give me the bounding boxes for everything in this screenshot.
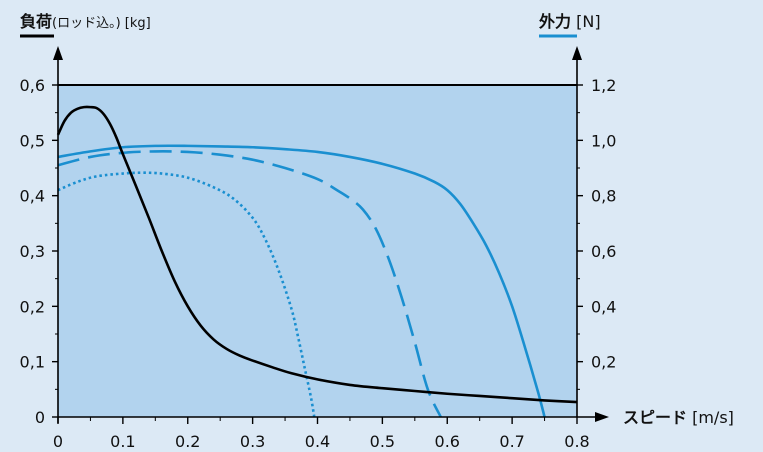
x-tick-label: 0 xyxy=(53,432,63,451)
right-axis-arrow xyxy=(572,46,582,60)
left-axis-title-rest: (ロッド込。) [kg] xyxy=(52,16,151,31)
series-dotted-blue-line xyxy=(57,171,316,418)
x-axis-arrow xyxy=(595,412,609,422)
x-tick-label: 0.5 xyxy=(370,432,395,451)
left-y-tick-label: 0 xyxy=(35,408,45,427)
x-tick-label: 0.8 xyxy=(564,432,589,451)
right-axis-title-bold: 外力 xyxy=(538,12,571,31)
x-tick-label: 0.2 xyxy=(175,432,200,451)
series-solid-blue-line xyxy=(57,144,546,418)
x-tick-label: 0.4 xyxy=(305,432,330,451)
right-y-tick-label: 1,0 xyxy=(591,131,616,150)
left-y-tick-label: 0,2 xyxy=(20,297,45,316)
left-axis-arrow xyxy=(53,46,63,60)
series-solid-black-line xyxy=(56,105,578,404)
tick-labels: 0 0.1 0.2 0.3 0.4 0.5 0.6 0.7 0.8 0 0,1 0,2 0,3 0,4 0,… xyxy=(20,76,617,451)
svg-text:負荷(ロッド込。) [kg]: 負荷(ロッド込。) [kg] xyxy=(20,12,151,31)
right-y-tick-label: 1,2 xyxy=(591,76,616,95)
left-y-tick-label: 0,3 xyxy=(20,242,45,261)
right-y-tick-label: 0,8 xyxy=(591,187,616,206)
left-y-tick-label: 0,4 xyxy=(20,187,45,206)
right-axis-title-rest: [N] xyxy=(571,12,601,31)
left-y-tick-label: 0,1 xyxy=(20,353,45,372)
x-tick-label: 0.6 xyxy=(435,432,460,451)
x-axis-title-rest: [m/s] xyxy=(687,408,734,427)
left-axis-title-bold: 負荷 xyxy=(20,12,52,31)
x-tick-label: 0.7 xyxy=(499,432,524,451)
x-tick-label: 0.3 xyxy=(240,432,265,451)
right-axis-title: 外力 [N] xyxy=(538,12,601,38)
left-axis-title: 負荷(ロッド込。) [kg] xyxy=(20,12,151,38)
right-y-tick-label: 0,2 xyxy=(591,353,616,372)
series-dashed-blue-line xyxy=(57,150,442,418)
left-y-tick-label: 0,6 xyxy=(20,76,45,95)
left-y-tick-label: 0,5 xyxy=(20,131,45,150)
series-layer xyxy=(56,105,578,418)
axes xyxy=(52,46,609,424)
svg-text:外力 [N]: 外力 [N] xyxy=(538,12,601,31)
x-axis-title-bold: スピード xyxy=(623,408,687,427)
right-y-tick-label: 0,6 xyxy=(591,242,616,261)
plot-area xyxy=(58,85,577,417)
x-tick-label: 0.1 xyxy=(110,432,135,451)
x-axis-title: スピード [m/s] xyxy=(623,408,734,427)
right-y-tick-label: 0,4 xyxy=(591,297,616,316)
